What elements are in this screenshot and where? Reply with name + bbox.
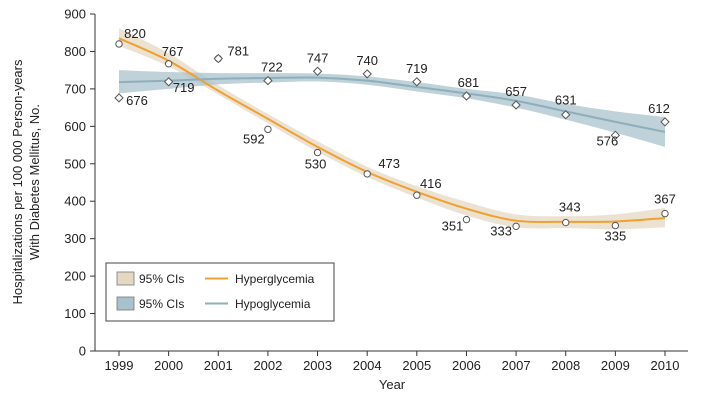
hyperglycemia-data-label: 767 (162, 44, 184, 59)
y-tick-label: 100 (64, 306, 86, 321)
x-tick-label: 1999 (105, 358, 134, 373)
legend-label-hyperglycemia: Hyperglycemia (235, 272, 315, 286)
hypoglycemia-data-label: 719 (173, 80, 195, 95)
legend-swatch-hypoglycemia-ci (116, 296, 135, 311)
hypoglycemia-data-label: 612 (648, 101, 670, 116)
y-tick-label: 900 (64, 7, 86, 22)
hypoglycemia-data-label: 747 (307, 50, 329, 65)
hypoglycemia-point (362, 69, 372, 79)
hypoglycemia-point (511, 100, 521, 110)
hypoglycemia-point (114, 93, 124, 103)
ci-bands (119, 28, 665, 230)
hypoglycemia-point (412, 77, 422, 87)
y-tick-label: 400 (64, 194, 86, 209)
hyperglycemia-point (264, 125, 272, 134)
hypoglycemia-fit-line (118, 76, 666, 133)
hypoglycemia-point (312, 66, 323, 76)
axis-ticks: 0 100 200 300 400 500 600 700 800 900 1999 2000 2001… (64, 7, 679, 374)
hyperglycemia-point (562, 218, 570, 227)
y-tick-label: 300 (64, 231, 86, 246)
hyperglycemia-fit-line (118, 37, 666, 224)
hyperglycemia-point (512, 222, 520, 231)
hypoglycemia-point (461, 91, 472, 101)
y-axis-title-line-1: Hospitalizations per 100 000 Person-year… (10, 59, 25, 304)
hyperglycemia-data-label: 343 (559, 200, 581, 215)
fit-lines (118, 37, 666, 224)
hyperglycemia-data-label: 367 (654, 192, 676, 207)
hypoglycemia-data-label: 719 (406, 61, 428, 76)
y-tick-label: 200 (64, 269, 86, 284)
x-tick-label: 2002 (253, 358, 282, 373)
hypoglycemia-point (163, 77, 174, 87)
data-labels: 820 767 592 530 473 416 351 333 343 335 367 676 719 7… (124, 26, 676, 244)
hypoglycemia-data-label: 657 (505, 84, 527, 99)
x-tick-label: 2008 (551, 358, 580, 373)
hyperglycemia-point (164, 60, 173, 68)
hyperglycemia-point (413, 191, 421, 199)
hypoglycemia-data-label: 681 (458, 75, 480, 90)
x-tick-label: 2005 (402, 358, 431, 373)
hypoglycemia-data-label: 722 (261, 60, 283, 75)
legend: 95% CIs Hyperglycemia 95% CIs Hypoglycem… (105, 262, 335, 322)
legend-label-hypoglycemia-ci: 95% CIs (139, 297, 184, 311)
hypoglycemia-data-label: 631 (555, 93, 577, 108)
x-tick-label: 2007 (502, 358, 531, 373)
axes (94, 14, 688, 352)
x-tick-label: 2006 (452, 358, 481, 373)
hyperglycemia-data-label: 820 (124, 26, 146, 41)
hyperglycemia-point (115, 40, 123, 48)
hyperglycemia-data-label: 335 (605, 229, 627, 244)
hyperglycemia-data-label: 416 (420, 176, 442, 191)
hypoglycemia-ci-band (119, 70, 665, 147)
y-tick-label: 500 (64, 156, 86, 171)
hyperglycemia-data-label: 333 (490, 223, 512, 238)
hypoglycemia-point (610, 130, 621, 141)
legend-label-hyperglycemia-ci: 95% CIs (139, 272, 184, 286)
hypoglycemia-point (561, 110, 571, 120)
hyperglycemia-point (611, 221, 620, 230)
hyperglycemia-data-label: 473 (378, 156, 400, 171)
hypoglycemia-data-label: 781 (227, 44, 249, 59)
y-tick-label: 0 (79, 344, 86, 359)
y-tick-label: 800 (64, 44, 86, 59)
hyperglycemia-ci-band (119, 28, 665, 230)
hyperglycemia-point (661, 209, 669, 218)
y-tick-label: 700 (64, 81, 86, 96)
hyperglycemia-point (363, 170, 371, 178)
hypoglycemia-point (660, 117, 670, 127)
y-axis-title-line-2: With Diabetes Mellitus, No. (27, 104, 42, 260)
hypoglycemia-point (213, 53, 223, 64)
x-tick-label: 2003 (303, 358, 332, 373)
hyperglycemia-data-label: 351 (442, 219, 464, 234)
x-tick-label: 2009 (601, 358, 630, 373)
hyperglycemia-data-label: 530 (305, 157, 327, 172)
hyperglycemia-data-label: 592 (243, 131, 265, 146)
x-axis-title: Year (379, 377, 406, 392)
hypoglycemia-data-label: 676 (126, 93, 148, 108)
observed-points (114, 40, 670, 231)
y-tick-label: 600 (64, 119, 86, 134)
x-tick-label: 2000 (154, 358, 183, 373)
hypoglycemia-point (263, 75, 273, 86)
hyperglycemia-point (313, 148, 322, 157)
x-tick-label: 2001 (204, 358, 233, 373)
hypoglycemia-data-label: 740 (356, 53, 378, 68)
legend-swatch-hyperglycemia-ci (116, 271, 135, 286)
legend-box (105, 262, 335, 322)
legend-label-hypoglycemia: Hypoglycemia (235, 297, 311, 311)
x-tick-label: 2004 (353, 358, 382, 373)
x-tick-label: 2010 (651, 358, 680, 373)
hypoglycemia-data-label: 576 (597, 133, 619, 148)
hyperglycemia-point (462, 215, 471, 224)
